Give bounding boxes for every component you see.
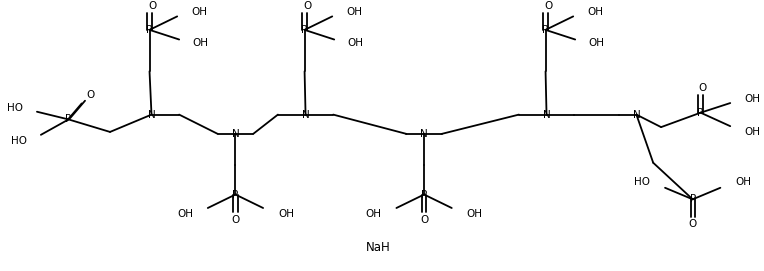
Text: OH: OH [744, 94, 760, 104]
Text: P: P [302, 25, 308, 35]
Text: OH: OH [366, 209, 381, 219]
Text: P: P [66, 114, 72, 124]
Text: O: O [86, 90, 95, 100]
Text: HO: HO [7, 103, 23, 113]
Text: N: N [420, 129, 428, 139]
Text: O: O [545, 1, 552, 11]
Text: OH: OH [347, 38, 363, 48]
Text: HO: HO [11, 136, 27, 146]
Text: NaH: NaH [366, 241, 391, 254]
Text: P: P [542, 25, 549, 35]
Text: N: N [231, 129, 239, 139]
Text: P: P [421, 189, 427, 199]
Text: P: P [698, 108, 704, 118]
Text: OH: OH [346, 7, 362, 17]
Text: OH: OH [587, 7, 603, 17]
Text: OH: OH [278, 209, 294, 219]
Text: P: P [690, 194, 696, 204]
Text: P: P [147, 25, 153, 35]
Text: OH: OH [177, 209, 193, 219]
Text: OH: OH [735, 177, 751, 187]
Text: OH: OH [191, 7, 207, 17]
Text: P: P [232, 189, 238, 199]
Text: O: O [148, 1, 157, 11]
Text: O: O [231, 215, 240, 225]
Text: N: N [302, 109, 309, 120]
Text: N: N [147, 109, 155, 120]
Text: O: O [698, 83, 707, 93]
Text: HO: HO [634, 177, 650, 187]
Text: OH: OH [744, 127, 760, 137]
Text: OH: OH [467, 209, 483, 219]
Text: OH: OH [192, 38, 208, 48]
Text: O: O [420, 215, 428, 225]
Text: O: O [688, 219, 697, 229]
Text: N: N [633, 109, 640, 120]
Text: OH: OH [588, 38, 604, 48]
Text: O: O [303, 1, 312, 11]
Text: N: N [542, 109, 550, 120]
